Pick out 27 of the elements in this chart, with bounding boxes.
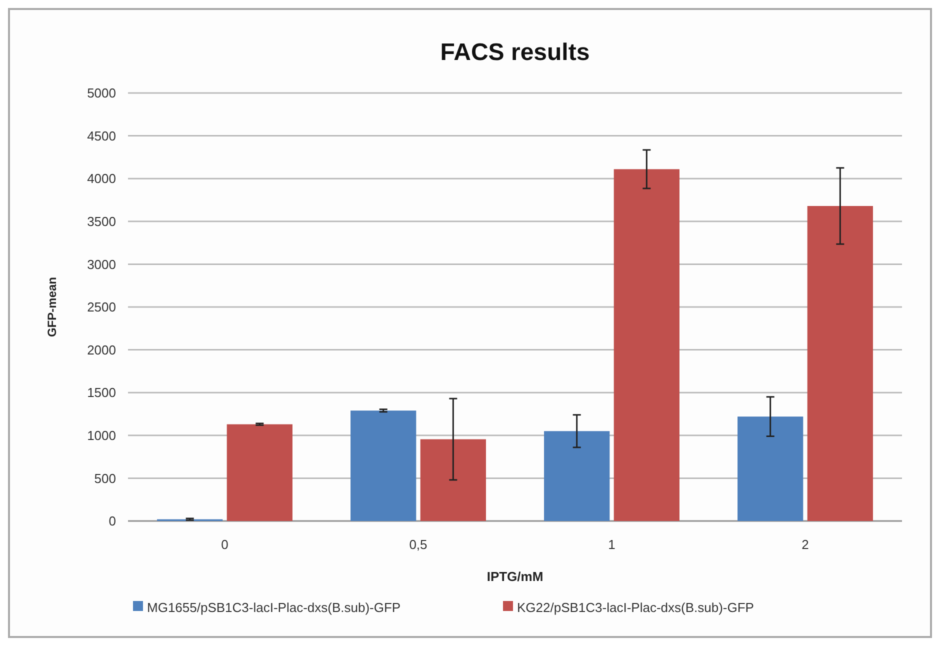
bar xyxy=(738,416,804,521)
y-tick-label: 1000 xyxy=(87,428,116,443)
y-tick-label: 500 xyxy=(94,470,116,486)
bar xyxy=(807,206,873,521)
legend-label: KG22/pSB1C3-lacI-Plac-dxs(B.sub)-GFP xyxy=(517,600,754,615)
bar xyxy=(614,169,680,521)
y-tick-label: 2000 xyxy=(87,342,116,358)
x-tick-label: 2 xyxy=(802,537,809,552)
y-tick-label: 3000 xyxy=(87,256,116,272)
y-tick-label: 0 xyxy=(108,514,116,529)
x-tick-label: 0 xyxy=(221,537,228,552)
y-axis-title: GFP-mean xyxy=(45,276,59,338)
y-tick-label: 1500 xyxy=(87,385,116,400)
x-tick-label: 1 xyxy=(608,537,616,552)
y-tick-label: 5000 xyxy=(87,86,116,101)
chart-title: FACS results xyxy=(440,39,590,66)
y-tick-label: 4000 xyxy=(87,171,116,186)
y-tick-label: 3500 xyxy=(87,214,116,229)
legend-label: MG1655/pSB1C3-lacI-Plac-dxs(B.sub)-GFP xyxy=(147,600,401,615)
x-axis-title: IPTG/mM xyxy=(486,569,544,584)
y-tick-label: 4500 xyxy=(87,128,116,144)
bar xyxy=(420,439,486,521)
y-tick-label: 2500 xyxy=(87,300,116,315)
x-tick-label: 0,5 xyxy=(409,537,428,552)
bar xyxy=(350,410,416,521)
bar xyxy=(226,424,292,521)
bar xyxy=(544,431,610,521)
